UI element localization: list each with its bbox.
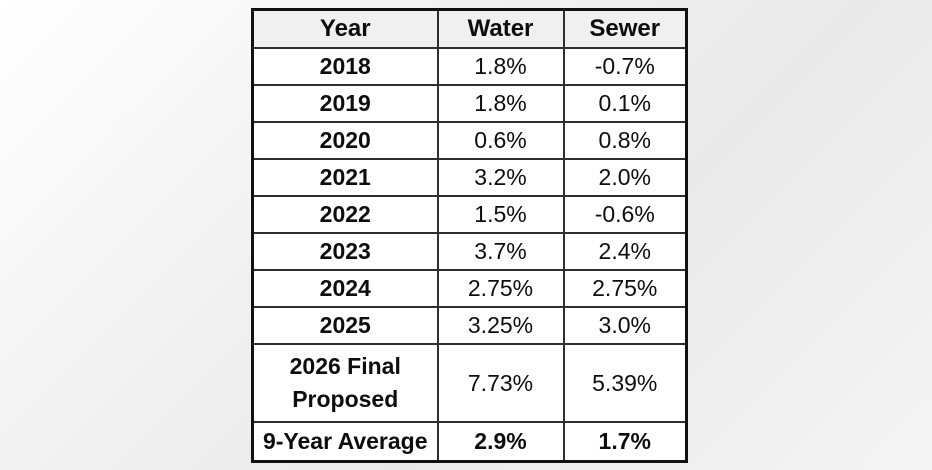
header-row: Year Water Sewer [251, 8, 688, 49]
table-row-2019: 2019 1.8% 0.1% [251, 84, 688, 123]
rate-table-container: Year Water Sewer 2018 1.8% -0.7% 2019 1.… [251, 8, 688, 463]
water-sewer-rate-table: Year Water Sewer 2018 1.8% -0.7% 2019 1.… [251, 8, 688, 463]
water-value: 7.73% [436, 343, 565, 423]
sewer-value: -0.7% [562, 47, 688, 86]
header-sewer: Sewer [562, 8, 688, 49]
water-value: 2.75% [436, 269, 565, 308]
water-value: 3.2% [436, 158, 565, 197]
water-value: 1.8% [436, 84, 565, 123]
table-row-2023: 2023 3.7% 2.4% [251, 232, 688, 271]
water-value: 1.8% [436, 47, 565, 86]
sewer-value: 2.0% [562, 158, 688, 197]
year-cell: 2023 [251, 232, 439, 271]
water-value: 1.5% [436, 195, 565, 234]
table-row-2022: 2022 1.5% -0.6% [251, 195, 688, 234]
year-cell: 9-Year Average [251, 421, 439, 463]
table-row-2026-final-proposed: 2026 Final Proposed 7.73% 5.39% [251, 343, 688, 423]
year-cell: 2020 [251, 121, 439, 160]
year-cell: 2018 [251, 47, 439, 86]
sewer-value: 2.75% [562, 269, 688, 308]
year-cell: 2019 [251, 84, 439, 123]
table-row-2021: 2021 3.2% 2.0% [251, 158, 688, 197]
water-value: 2.9% [436, 421, 565, 463]
sewer-value: 0.8% [562, 121, 688, 160]
year-cell: 2024 [251, 269, 439, 308]
water-value: 3.7% [436, 232, 565, 271]
sewer-value: 2.4% [562, 232, 688, 271]
header-water: Water [436, 8, 565, 49]
year-cell: 2021 [251, 158, 439, 197]
year-cell: 2025 [251, 306, 439, 345]
sewer-value: -0.6% [562, 195, 688, 234]
table-row-2024: 2024 2.75% 2.75% [251, 269, 688, 308]
table-row-2020: 2020 0.6% 0.8% [251, 121, 688, 160]
year-cell: 2026 Final Proposed [251, 343, 439, 423]
sewer-value: 3.0% [562, 306, 688, 345]
header-year: Year [251, 8, 439, 49]
table-row-2018: 2018 1.8% -0.7% [251, 47, 688, 86]
table-row-2025: 2025 3.25% 3.0% [251, 306, 688, 345]
table-row-9-year-average: 9-Year Average 2.9% 1.7% [251, 421, 688, 463]
sewer-value: 1.7% [562, 421, 688, 463]
sewer-value: 5.39% [562, 343, 688, 423]
water-value: 3.25% [436, 306, 565, 345]
water-value: 0.6% [436, 121, 565, 160]
year-cell: 2022 [251, 195, 439, 234]
sewer-value: 0.1% [562, 84, 688, 123]
